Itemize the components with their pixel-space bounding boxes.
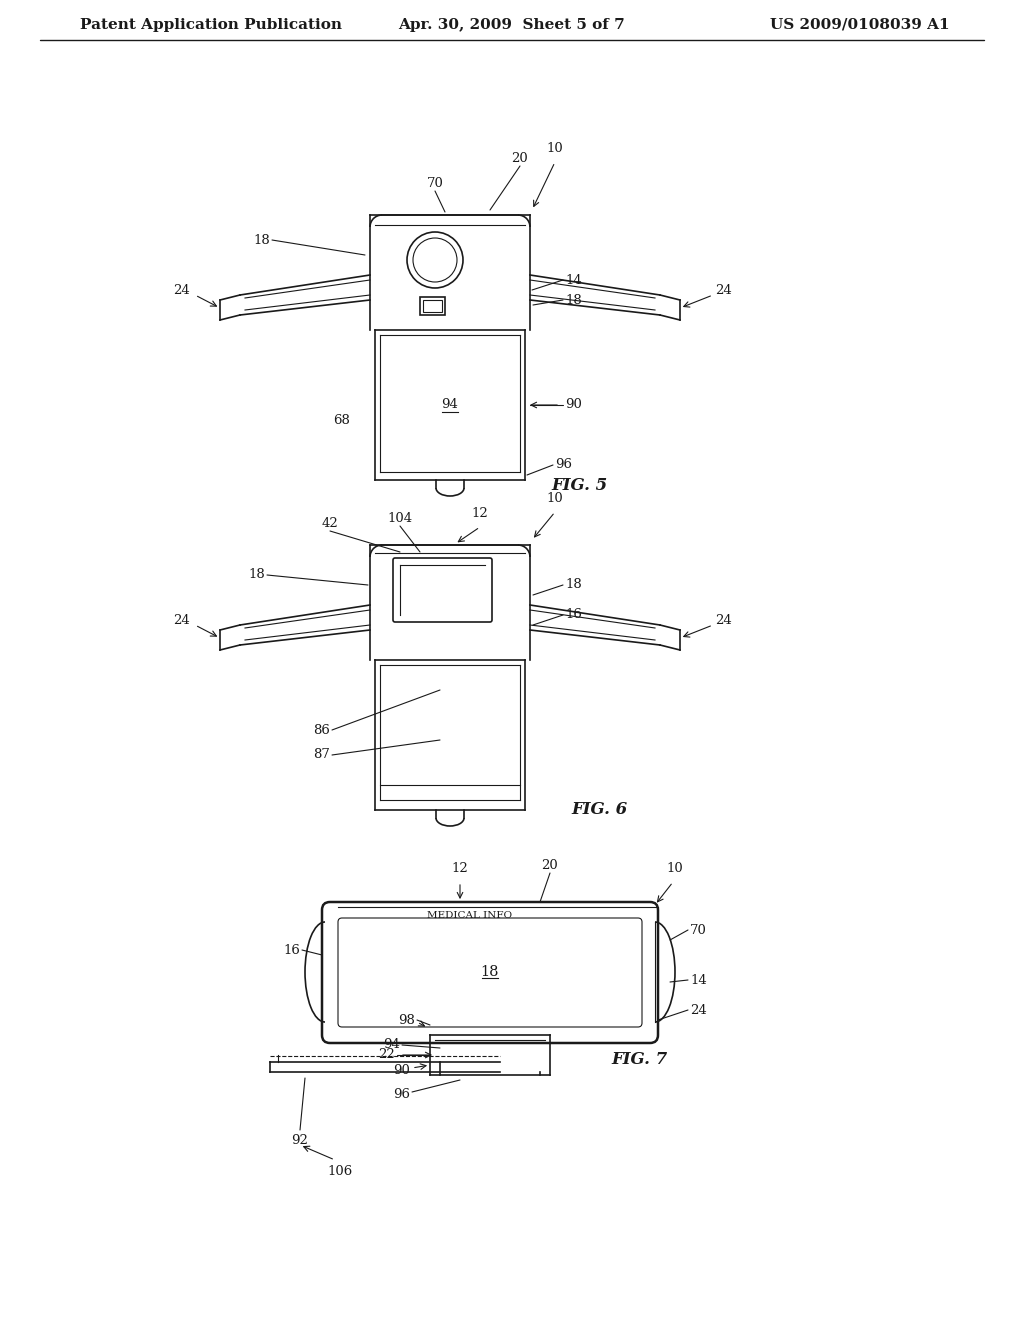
Text: 12: 12 bbox=[452, 862, 468, 875]
Text: 96: 96 bbox=[555, 458, 572, 471]
Text: 22: 22 bbox=[378, 1048, 395, 1061]
Text: 86: 86 bbox=[313, 723, 330, 737]
Text: 20: 20 bbox=[512, 152, 528, 165]
Text: 106: 106 bbox=[328, 1166, 352, 1177]
Text: 24: 24 bbox=[690, 1003, 707, 1016]
Text: 18: 18 bbox=[480, 965, 500, 979]
Text: 24: 24 bbox=[715, 614, 732, 627]
Text: FIG. 5: FIG. 5 bbox=[552, 477, 608, 494]
Text: 14: 14 bbox=[565, 273, 582, 286]
Text: 18: 18 bbox=[565, 578, 582, 591]
Text: 10: 10 bbox=[667, 862, 683, 875]
Text: 16: 16 bbox=[283, 944, 300, 957]
Text: 14: 14 bbox=[690, 974, 707, 986]
Text: 24: 24 bbox=[715, 284, 732, 297]
Text: FIG. 7: FIG. 7 bbox=[612, 1052, 668, 1068]
Bar bbox=[420, 297, 445, 315]
Text: 70: 70 bbox=[690, 924, 707, 936]
Text: 87: 87 bbox=[313, 748, 330, 762]
Text: 24: 24 bbox=[173, 614, 190, 627]
Text: 18: 18 bbox=[253, 234, 270, 247]
Text: 90: 90 bbox=[393, 1064, 410, 1077]
Text: 96: 96 bbox=[393, 1089, 410, 1101]
Text: 20: 20 bbox=[542, 859, 558, 873]
Text: 24: 24 bbox=[173, 284, 190, 297]
Text: 18: 18 bbox=[248, 569, 265, 582]
Text: 70: 70 bbox=[427, 177, 443, 190]
Text: 12: 12 bbox=[472, 507, 488, 520]
Text: 98: 98 bbox=[398, 1014, 415, 1027]
Text: Apr. 30, 2009  Sheet 5 of 7: Apr. 30, 2009 Sheet 5 of 7 bbox=[398, 18, 626, 32]
Text: US 2009/0108039 A1: US 2009/0108039 A1 bbox=[770, 18, 950, 32]
Text: MEDICAL INFO: MEDICAL INFO bbox=[427, 911, 513, 920]
Text: 18: 18 bbox=[565, 293, 582, 306]
Text: 94: 94 bbox=[441, 399, 459, 412]
Text: 68: 68 bbox=[333, 413, 350, 426]
Text: Patent Application Publication: Patent Application Publication bbox=[80, 18, 342, 32]
Bar bbox=[423, 300, 442, 312]
Text: 16: 16 bbox=[565, 609, 582, 622]
Text: 10: 10 bbox=[547, 143, 563, 154]
Text: 92: 92 bbox=[292, 1134, 308, 1147]
Text: 10: 10 bbox=[547, 492, 563, 506]
Text: 42: 42 bbox=[322, 517, 338, 531]
Text: 104: 104 bbox=[387, 512, 413, 525]
Text: 94: 94 bbox=[383, 1039, 400, 1052]
Text: 90: 90 bbox=[565, 399, 582, 412]
Text: FIG. 6: FIG. 6 bbox=[571, 801, 628, 818]
